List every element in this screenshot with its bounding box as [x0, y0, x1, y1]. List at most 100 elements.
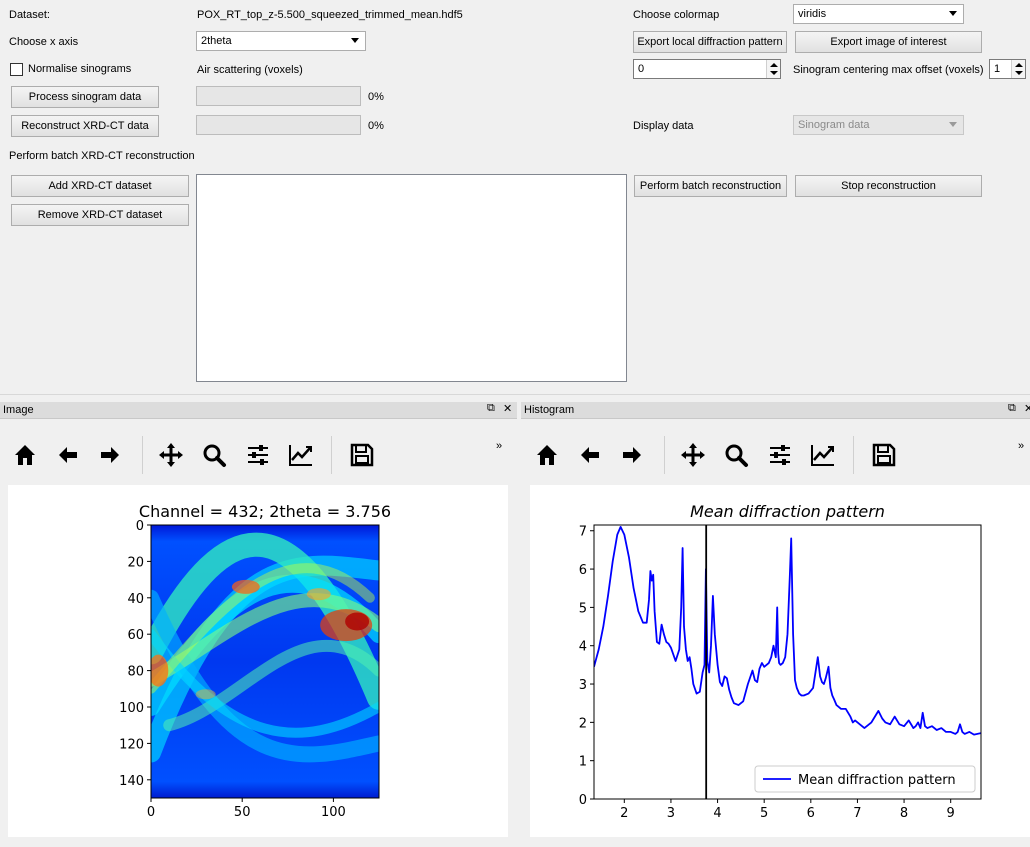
reconstruct-button[interactable]: Reconstruct XRD-CT data: [11, 115, 159, 137]
histogram-dock-title[interactable]: Histogram ⧉ ✕: [521, 402, 1030, 419]
sinogram-trace: [151, 593, 379, 687]
image-plot-svg: 0 50 100 0 20 40 60 80 100 120 140 Channel = 432; 2…: [119, 502, 391, 820]
home-icon[interactable]: [533, 441, 561, 469]
y-tick-label: 5: [579, 601, 587, 616]
x-axis-select[interactable]: 2theta: [196, 31, 366, 51]
x-tick-label: 50: [234, 805, 251, 820]
splitter[interactable]: [0, 394, 1030, 395]
remove-dataset-button[interactable]: Remove XRD-CT dataset: [11, 204, 189, 226]
toolbar-separator: [853, 436, 854, 474]
centering-offset-label: Sinogram centering max offset (voxels): [793, 64, 984, 76]
spin-buttons[interactable]: [1011, 60, 1025, 78]
close-icon[interactable]: ✕: [1024, 403, 1030, 415]
x-tick-label: 7: [853, 806, 861, 821]
back-arrow-icon[interactable]: [576, 441, 604, 469]
y-tick-label: 0: [579, 793, 587, 808]
subplots-config-icon[interactable]: [244, 441, 272, 469]
zoom-icon[interactable]: [200, 441, 228, 469]
x-axis-select-value: 2theta: [201, 35, 232, 47]
y-tick-label: 6: [579, 563, 587, 578]
float-icon[interactable]: ⧉: [487, 402, 495, 414]
legend-label: Mean diffraction pattern: [798, 773, 956, 788]
spin-up-icon[interactable]: [1015, 63, 1023, 67]
normalise-checkbox[interactable]: [10, 63, 23, 76]
toolbar-separator: [142, 436, 143, 474]
process-sinogram-button[interactable]: Process sinogram data: [11, 86, 159, 108]
forward-arrow-icon[interactable]: [618, 441, 646, 469]
air-scattering-value: 0: [638, 63, 645, 75]
x-tick-label: 5: [760, 806, 768, 821]
image-plot-canvas[interactable]: 0 50 100 0 20 40 60 80 100 120 140 Channel = 432; 2…: [8, 485, 508, 837]
spin-down-icon[interactable]: [1015, 71, 1023, 75]
sinogram-hotspot: [151, 654, 169, 687]
chevron-down-icon: [949, 11, 957, 16]
histogram-plot-canvas[interactable]: 2 3 4 5 6 7 8 9 0 1 2 3 4 5 6 7 Mean diffraction pattern…: [530, 485, 1030, 837]
spin-up-icon[interactable]: [770, 63, 778, 67]
back-arrow-icon[interactable]: [54, 441, 82, 469]
sinogram-hotspot: [345, 612, 370, 631]
toolbar-overflow-icon[interactable]: »: [1018, 440, 1025, 452]
y-tick-label: 0: [136, 519, 144, 534]
x-tick-label: 2: [620, 806, 628, 821]
process-progress-bar: [196, 86, 361, 106]
forward-arrow-icon[interactable]: [96, 441, 124, 469]
close-icon[interactable]: ✕: [503, 403, 513, 415]
x-tick-label: 9: [947, 806, 955, 821]
y-tick-label: 60: [127, 628, 144, 643]
reconstruct-progress-bar: [196, 115, 361, 135]
display-data-select[interactable]: Sinogram data: [793, 115, 964, 135]
zoom-icon[interactable]: [722, 441, 750, 469]
export-local-pattern-button[interactable]: Export local diffraction pattern: [633, 31, 787, 53]
process-progress-text: 0%: [368, 91, 384, 103]
colormap-select[interactable]: viridis: [793, 4, 964, 24]
sinogram-trace: [151, 629, 379, 738]
x-tick-label: 4: [713, 806, 721, 821]
sinogram-hotspot: [195, 689, 216, 700]
air-scattering-spinbox[interactable]: 0: [633, 59, 781, 79]
float-icon[interactable]: ⧉: [1008, 402, 1016, 414]
histogram-dock-title-text: Histogram: [524, 404, 575, 416]
display-data-label: Display data: [633, 120, 694, 132]
stop-reconstruction-button[interactable]: Stop reconstruction: [795, 175, 982, 197]
choose-colormap-label: Choose colormap: [633, 9, 720, 21]
sinogram-trace: [163, 640, 379, 732]
y-tick-label: 100: [119, 701, 144, 716]
subplots-config-icon[interactable]: [766, 441, 794, 469]
normalise-label: Normalise sinograms: [28, 63, 132, 75]
spin-down-icon[interactable]: [770, 71, 778, 75]
dataset-list[interactable]: [196, 174, 627, 382]
chevron-down-icon: [949, 122, 957, 127]
export-image-button[interactable]: Export image of interest: [795, 31, 982, 53]
air-scattering-label: Air scattering (voxels): [197, 64, 303, 76]
axes-edit-icon[interactable]: [287, 441, 315, 469]
toolbar-overflow-icon[interactable]: »: [496, 440, 503, 452]
dataset-label: Dataset:: [9, 9, 50, 21]
image-dock-title-text: Image: [3, 404, 34, 416]
pan-icon[interactable]: [157, 441, 185, 469]
axes-edit-icon[interactable]: [809, 441, 837, 469]
batch-reconstruct-button[interactable]: Perform batch reconstruction: [634, 175, 787, 197]
y-tick-label: 40: [127, 592, 144, 607]
colormap-select-value: viridis: [798, 8, 827, 20]
sinogram-hotspot: [231, 579, 260, 594]
x-tick-label: 8: [900, 806, 908, 821]
pan-icon[interactable]: [679, 441, 707, 469]
y-tick-label: 140: [119, 774, 144, 789]
y-tick-label: 1: [579, 755, 587, 770]
y-tick-label: 120: [119, 737, 144, 752]
x-tick-label: 3: [667, 806, 675, 821]
spin-buttons[interactable]: [766, 60, 780, 78]
save-icon[interactable]: [870, 441, 898, 469]
dataset-value: POX_RT_top_z-5.500_squeezed_trimmed_mean…: [197, 9, 463, 21]
centering-offset-spinbox[interactable]: 1: [989, 59, 1026, 79]
save-icon[interactable]: [348, 441, 376, 469]
y-tick-label: 2: [579, 716, 587, 731]
reconstruct-progress-text: 0%: [368, 120, 384, 132]
image-dock-title[interactable]: Image ⧉ ✕: [0, 402, 517, 419]
home-icon[interactable]: [11, 441, 39, 469]
y-tick-label: 20: [127, 555, 144, 570]
diffraction-series-line: [594, 526, 981, 736]
add-dataset-button[interactable]: Add XRD-CT dataset: [11, 175, 189, 197]
batch-title: Perform batch XRD-CT reconstruction: [9, 150, 195, 162]
legend-box: [754, 765, 976, 793]
